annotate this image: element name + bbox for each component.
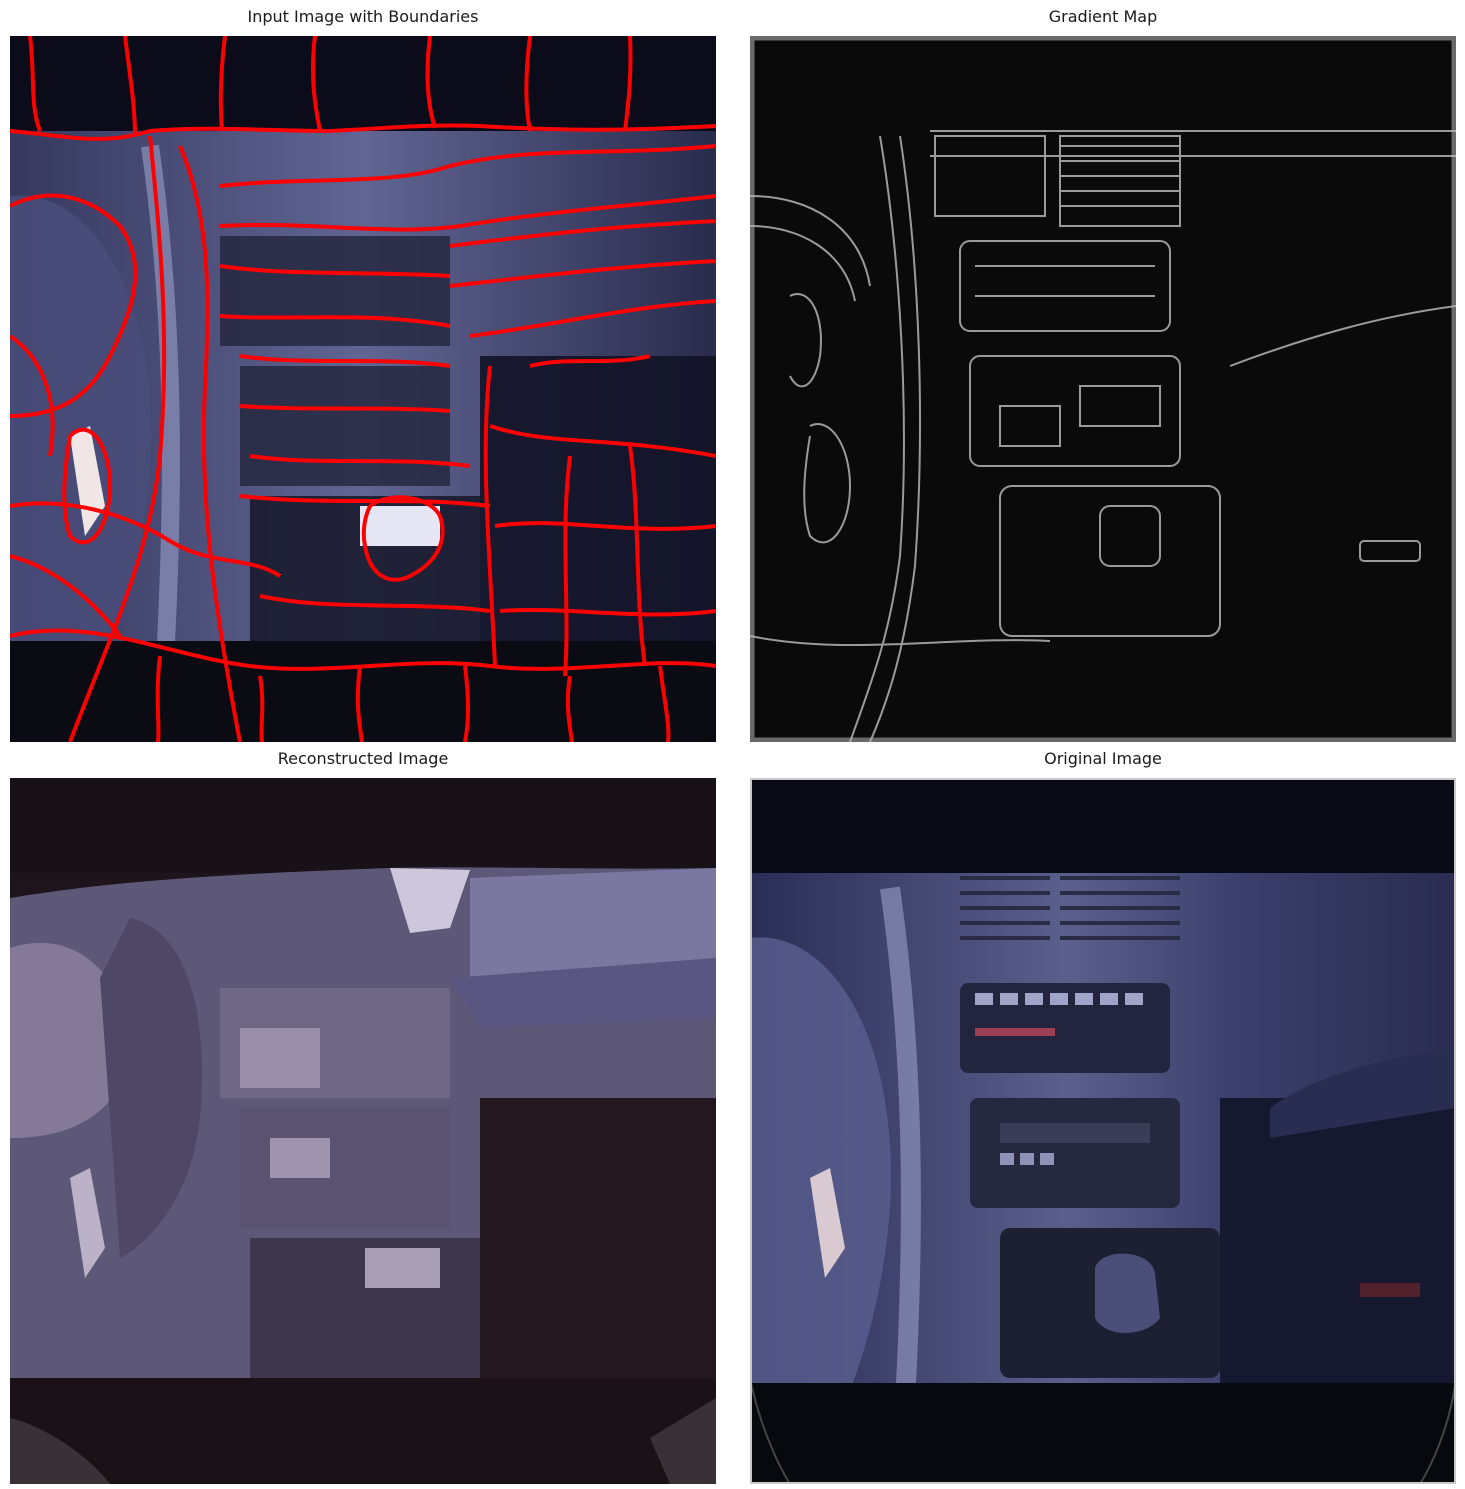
original-image xyxy=(750,778,1456,1484)
panel-title: Original Image xyxy=(1044,749,1162,768)
panel-title: Gradient Map xyxy=(1048,7,1158,26)
panel-title: Reconstructed Image xyxy=(277,749,449,768)
boundary-overlay-image xyxy=(10,36,716,742)
panel-title: Input Image with Boundaries xyxy=(247,7,479,26)
gradient-map-image xyxy=(750,36,1456,742)
reconstructed-image xyxy=(10,778,716,1484)
